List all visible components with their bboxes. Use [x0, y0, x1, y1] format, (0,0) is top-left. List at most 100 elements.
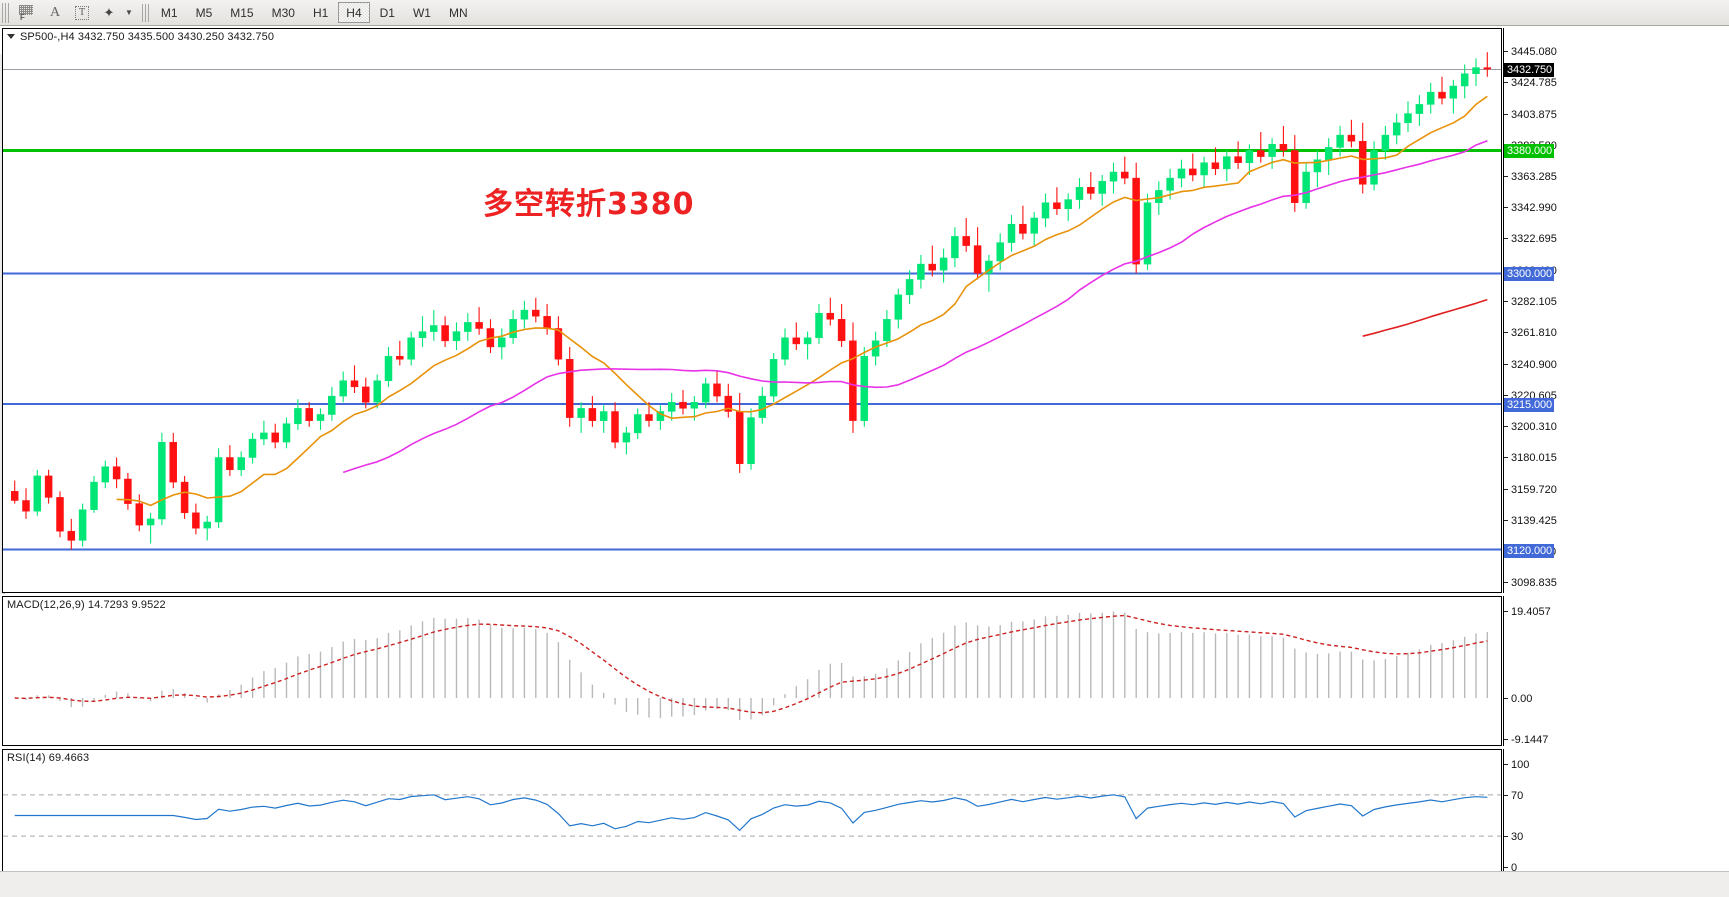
- crosshair-grid-icon[interactable]: F: [13, 2, 41, 24]
- candle-body: [1041, 202, 1050, 219]
- candle-body: [464, 322, 472, 332]
- candle-body: [520, 309, 529, 320]
- candle-body: [599, 411, 608, 421]
- candle-body: [22, 500, 30, 512]
- rsi-axis[interactable]: 100 70 30 0: [1504, 749, 1729, 874]
- axis-tick-mark: [1504, 698, 1508, 699]
- candle-body: [1121, 171, 1129, 179]
- axis-tick-mark: [1504, 113, 1508, 115]
- macd-pane-header: MACD(12,26,9) 14.7293 9.9522: [7, 599, 166, 611]
- candle-body: [294, 408, 302, 425]
- candle-body: [905, 279, 914, 296]
- candle-body: [996, 242, 1004, 262]
- candle-body: [90, 481, 98, 510]
- rsi-axis-tick: 100: [1504, 759, 1529, 771]
- candle-body: [928, 263, 936, 271]
- timeframe-grip-handle[interactable]: [141, 3, 151, 22]
- candle-body: [962, 236, 970, 246]
- candle-body: [883, 319, 891, 342]
- price-tag-blue[interactable]: 3120.000: [1504, 543, 1555, 558]
- text-label-tool-icon[interactable]: T: [69, 2, 95, 24]
- candle-body: [735, 411, 744, 464]
- axis-tick-mark: [1504, 488, 1508, 490]
- candle-body: [781, 337, 789, 360]
- price-axis-tick: 3200.310: [1504, 421, 1557, 433]
- axis-tick-label: 3240.900: [1511, 359, 1557, 371]
- ma-slow-line: [1362, 298, 1488, 337]
- candle-body: [373, 380, 381, 403]
- toolbar-grip-handle[interactable]: [2, 2, 11, 23]
- candle-body: [1483, 67, 1492, 70]
- rsi-pane-header: RSI(14) 69.4663: [7, 752, 90, 764]
- ma-fast-line: [116, 95, 1488, 507]
- ma-medium-line: [342, 139, 1488, 474]
- candle-body: [1030, 217, 1038, 234]
- candle-body: [44, 475, 53, 498]
- price-axis-tick: 3342.990: [1504, 202, 1557, 214]
- timeframe-m15[interactable]: M15: [230, 5, 254, 20]
- candle-body: [271, 432, 279, 443]
- price-tag-green[interactable]: 3380.000: [1504, 144, 1555, 159]
- price-axis[interactable]: 3445.0803424.7853403.8753383.5803363.285…: [1504, 28, 1729, 593]
- axis-tick-label: 70: [1511, 789, 1524, 802]
- axis-tick-mark: [1504, 457, 1508, 459]
- candle-body: [747, 417, 755, 464]
- timeframe-m30[interactable]: M30: [271, 5, 295, 20]
- rsi-axis-tick: 30: [1504, 831, 1523, 843]
- candle-body: [430, 325, 438, 332]
- candle-body: [894, 294, 903, 320]
- axis-tick-label: 100: [1511, 759, 1530, 771]
- timeframe-w1[interactable]: W1: [412, 5, 431, 20]
- candle-body: [1019, 223, 1027, 234]
- candle-body: [679, 401, 687, 409]
- price-axis-tick: 3424.785: [1504, 77, 1557, 89]
- price-tag-blue[interactable]: 3215.000: [1504, 397, 1555, 412]
- price-tag-last[interactable]: 3432.750: [1504, 63, 1555, 78]
- candle-body: [1313, 159, 1322, 173]
- macd-pane[interactable]: MACD(12,26,9) 14.7293 9.9522: [2, 596, 1502, 746]
- timeframe-m5[interactable]: M5: [195, 5, 213, 20]
- axis-tick-mark: [1504, 300, 1508, 302]
- candle-body: [860, 355, 869, 421]
- candle-body: [124, 478, 132, 504]
- candle-body: [1472, 67, 1480, 74]
- objects-dropdown-caret-icon[interactable]: ▼: [125, 8, 133, 17]
- candle-body: [622, 432, 631, 443]
- main-toolbar: F A T ✦ ▼ M1 M5 M15 M30 H1 H4 D1 W1 MN: [0, 0, 1729, 26]
- rsi-axis-tick: 70: [1504, 790, 1523, 802]
- candle-body: [815, 312, 823, 339]
- rsi-pane[interactable]: RSI(14) 69.4663: [2, 749, 1502, 874]
- price-chart-canvas: [3, 29, 1501, 592]
- candle-body: [633, 414, 642, 434]
- rsi-axis-line: [1503, 749, 1504, 874]
- price-axis-tick: 3363.285: [1504, 171, 1557, 183]
- macd-signal-line: [14, 614, 1488, 714]
- candle-body: [441, 325, 449, 342]
- timeframe-d1[interactable]: D1: [379, 5, 395, 20]
- timeframe-h4[interactable]: H4: [338, 2, 370, 23]
- candle-body: [158, 441, 166, 520]
- axis-tick-label: 3403.875: [1511, 108, 1557, 121]
- candle-body: [577, 408, 585, 418]
- candle-body: [1200, 162, 1208, 176]
- candle-body: [1064, 199, 1072, 210]
- price-pane-header: SP500-,H4 3432.750 3435.500 3430.250 343…: [7, 31, 274, 43]
- candle-body: [1460, 73, 1469, 87]
- axis-tick-label: -9.1447: [1511, 734, 1549, 746]
- candle-body: [1098, 180, 1106, 194]
- timeframe-m1[interactable]: M1: [160, 5, 178, 20]
- price-tag-blue[interactable]: 3300.000: [1504, 267, 1555, 282]
- timeframe-h1[interactable]: H1: [312, 5, 329, 20]
- candle-body: [305, 408, 313, 421]
- candle-body: [769, 359, 778, 397]
- axis-tick-mark: [1504, 426, 1508, 428]
- candle-body: [328, 395, 336, 415]
- macd-axis[interactable]: 19.4057 0.00 -9.1447: [1504, 596, 1729, 746]
- candle-body: [837, 319, 846, 342]
- text-tool-icon[interactable]: A: [49, 4, 61, 20]
- collapse-triangle-icon[interactable]: [7, 34, 15, 39]
- timeframe-mn[interactable]: MN: [448, 5, 468, 20]
- price-chart-pane[interactable]: SP500-,H4 3432.750 3435.500 3430.250 343…: [2, 28, 1502, 593]
- objects-tool-icon[interactable]: ✦: [103, 4, 115, 20]
- candle-body: [248, 438, 257, 458]
